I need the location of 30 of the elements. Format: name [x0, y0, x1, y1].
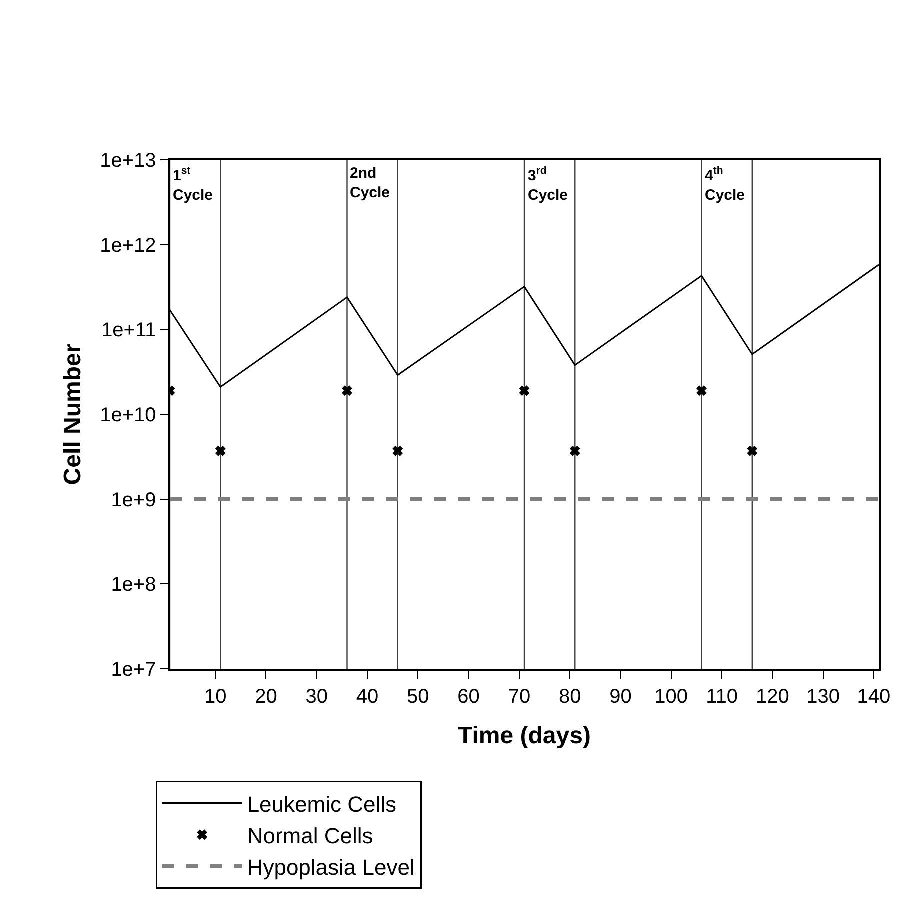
ref-line-label: 4$^{th}$ Cycle: [705, 165, 746, 204]
y-tick-label: 1e+7: [111, 659, 156, 681]
x-tick-label: 100: [654, 686, 688, 708]
y-axis-title: Cell Number: [60, 344, 87, 486]
x-axis-title: Time (days): [458, 722, 591, 750]
y-tick-label: 1e+13: [100, 150, 156, 172]
x-tick-label: 60: [458, 686, 480, 708]
y-tick-label: 1e+8: [111, 574, 156, 596]
ref-line-label: 2nd Cycle: [350, 165, 390, 202]
x-tick-label: 120: [756, 686, 790, 708]
y-tick-label: 1e+11: [102, 320, 156, 342]
ref-line-label: 3$^{rd}$ Cycle: [528, 165, 568, 204]
x-tick-label: 50: [407, 686, 430, 708]
legend-label: Leukemic Cells: [247, 792, 396, 817]
x-tick-label: 130: [806, 686, 840, 708]
y-tick-label: 1e+10: [100, 404, 156, 426]
x-tick-label: 70: [508, 686, 531, 708]
x-tick-label: 20: [255, 686, 278, 708]
x-tick-label: 90: [610, 686, 632, 708]
x-tick-label: 110: [706, 686, 738, 708]
x-tick-label: 30: [306, 686, 328, 708]
legend-label: Hypoplasia Level: [247, 855, 415, 880]
y-tick-label: 1e+9: [111, 489, 156, 512]
x-tick-label: 10: [204, 686, 227, 708]
x-tick-label: 40: [356, 686, 379, 708]
ref-line-label: 1$^{st}$ Cycle: [173, 165, 214, 204]
x-tick-label: 140: [857, 686, 891, 708]
y-tick-label: 1e+12: [100, 234, 156, 257]
x-tick-label: 80: [558, 686, 582, 708]
legend-label: Normal Cells: [247, 823, 374, 848]
